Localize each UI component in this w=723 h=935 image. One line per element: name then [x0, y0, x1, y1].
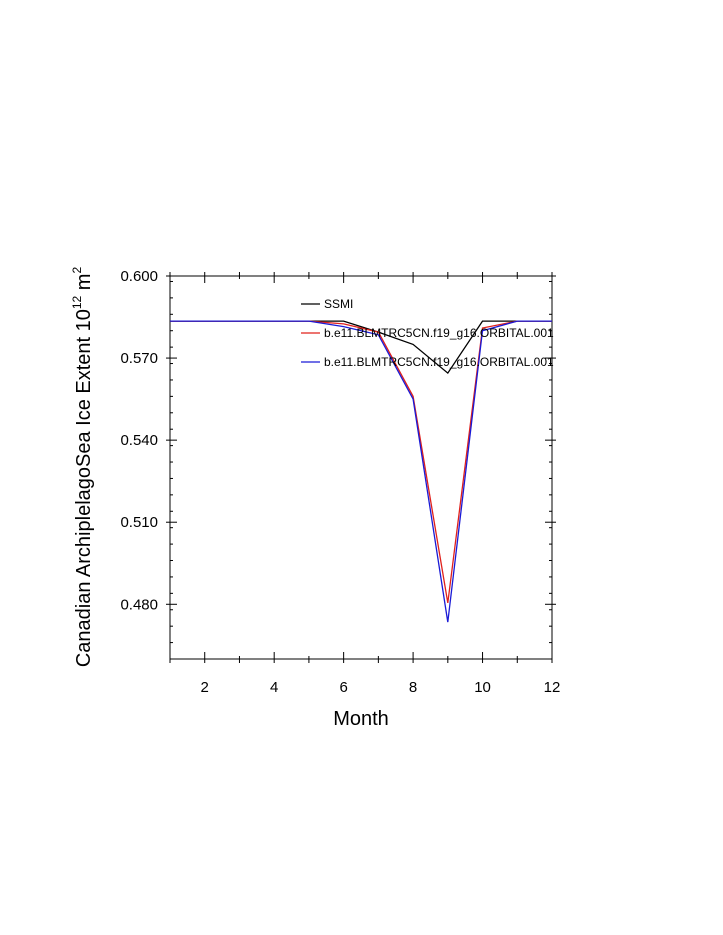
- x-tick-label: 6: [339, 679, 347, 696]
- legend: SSMIb.e11.BLMTRC5CN.f19_g16.ORBITAL.001b…: [301, 297, 554, 369]
- series-lines: [170, 320, 552, 623]
- x-tick-label: 10: [474, 679, 491, 696]
- y-axis-title-unit-exponent: 2: [70, 267, 84, 274]
- plot-frame: [169, 275, 553, 660]
- y-tick-label: 0.480: [120, 596, 158, 613]
- x-tick-label: 2: [201, 679, 209, 696]
- plot-border: [169, 275, 553, 660]
- y-tick-label: 0.510: [120, 514, 158, 531]
- y-tick-label: 0.600: [120, 268, 158, 285]
- y-axis-title-exponent: 12: [70, 295, 84, 309]
- series-line-3: [170, 320, 552, 623]
- legend-label-2: b.e11.BLMTRC5CN.f19_g16.ORBITAL.001: [324, 326, 554, 340]
- legend-label-1: SSMI: [324, 297, 353, 311]
- x-tick-label: 8: [409, 679, 417, 696]
- x-axis-title: Month: [333, 708, 389, 730]
- tick-labels: 2 4 6 8 10 12 0.480 0.510 0.540 0.570 0.600: [120, 268, 560, 696]
- x-tick-label: 12: [544, 679, 561, 696]
- y-axis-title-unit: m: [73, 274, 95, 296]
- y-tick-label: 0.540: [120, 432, 158, 449]
- legend-label-3: b.e11.BLMTRC5CN.f19_g16.ORBITAL.001: [324, 355, 554, 369]
- axis-ticks: [166, 272, 556, 663]
- y-axis-title: Canadian ArchiplelagoSea Ice Extent 1012…: [70, 267, 95, 668]
- x-tick-label: 4: [270, 679, 278, 696]
- y-tick-label: 0.570: [120, 350, 158, 367]
- y-axis-title-main: Canadian ArchiplelagoSea Ice Extent 10: [73, 309, 95, 667]
